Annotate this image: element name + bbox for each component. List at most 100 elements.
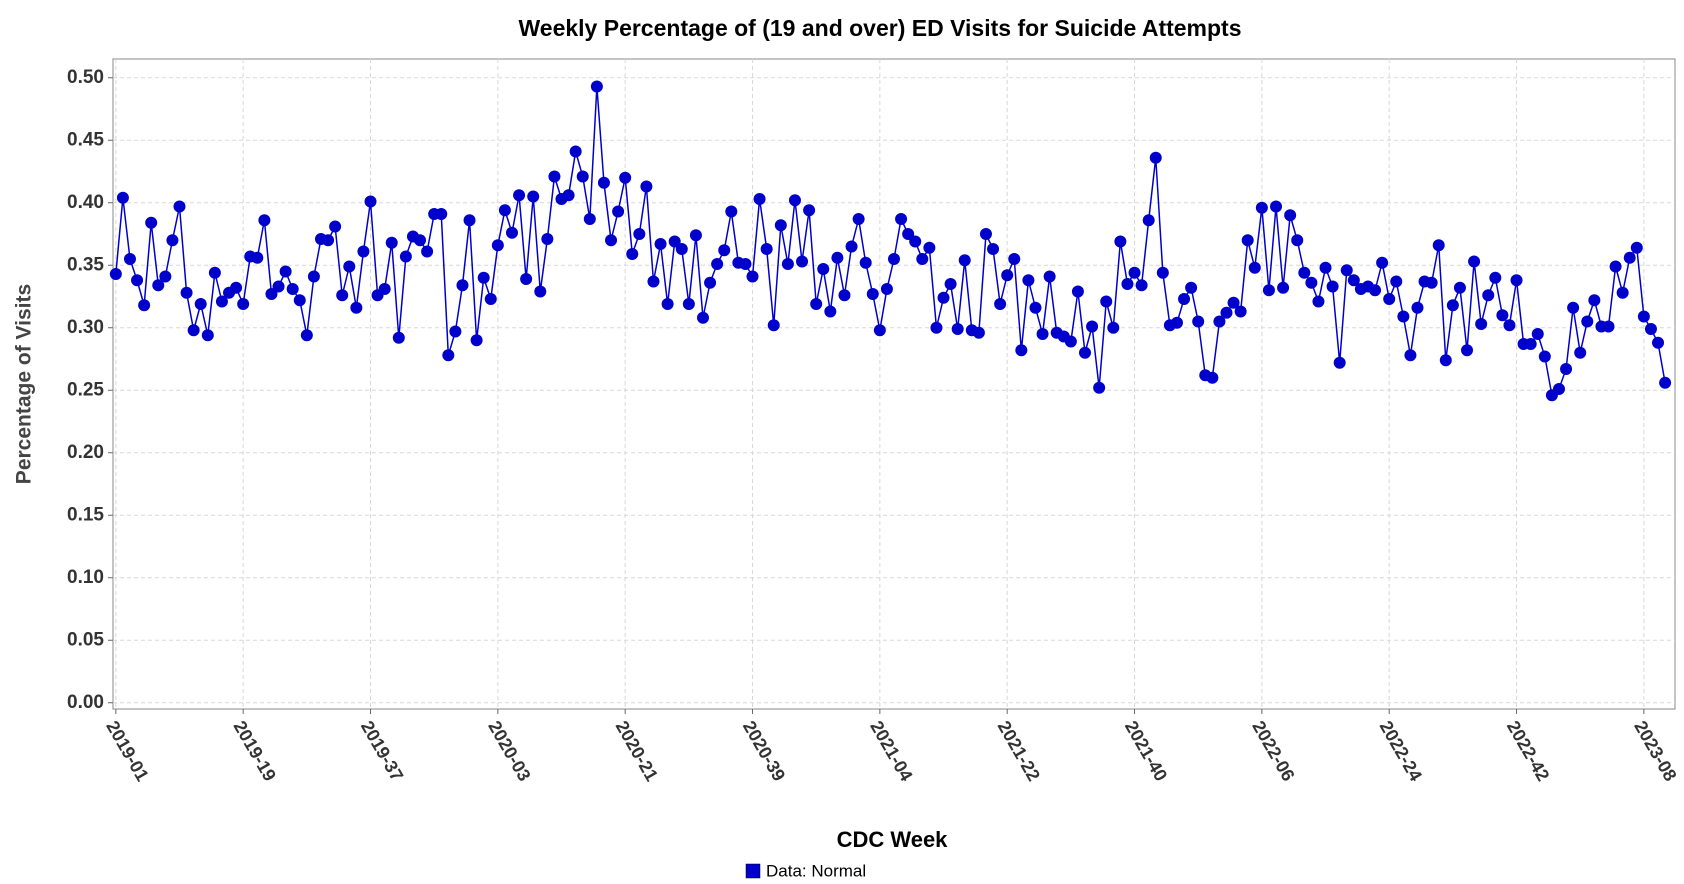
data-point — [1213, 315, 1226, 328]
data-point — [286, 283, 299, 295]
y-tick-label: 0.20 — [67, 442, 104, 463]
x-tick-label: 2021-40 — [1121, 717, 1171, 784]
data-point — [1552, 383, 1565, 395]
data-point — [739, 258, 752, 270]
data-point — [626, 248, 639, 260]
data-point — [1376, 256, 1389, 269]
data-point — [1192, 315, 1205, 328]
data-point — [1291, 234, 1304, 247]
data-point — [873, 324, 886, 337]
data-point — [902, 228, 915, 240]
data-point — [605, 234, 618, 247]
data-point — [279, 265, 292, 278]
x-tick-label: 2020-39 — [739, 717, 789, 784]
data-point — [753, 193, 766, 205]
data-point — [399, 250, 412, 263]
data-point — [597, 176, 610, 189]
data-point — [619, 171, 632, 184]
data-point — [1298, 266, 1311, 279]
data-point — [1270, 200, 1283, 213]
data-point — [1178, 293, 1191, 305]
data-point — [456, 279, 469, 292]
data-point — [1475, 318, 1488, 330]
data-point — [1227, 296, 1240, 309]
data-point — [1453, 281, 1466, 294]
data-point — [208, 266, 221, 279]
data-point — [322, 234, 335, 247]
data-point — [251, 251, 264, 264]
data-point — [930, 321, 943, 334]
y-tick-label: 0.15 — [67, 504, 104, 525]
data-point — [1262, 284, 1275, 297]
data-point — [704, 276, 717, 289]
data-point — [1637, 310, 1650, 323]
data-point — [1496, 309, 1509, 322]
data-point — [1340, 264, 1353, 277]
data-point — [1107, 321, 1120, 334]
data-point — [1312, 295, 1325, 308]
data-point — [583, 213, 596, 225]
data-point — [654, 238, 667, 250]
x-tick-label: 2019-19 — [230, 717, 280, 784]
data-point — [810, 298, 823, 310]
data-point — [1482, 289, 1495, 302]
y-tick-label: 0.30 — [67, 317, 104, 338]
data-point — [1093, 381, 1106, 394]
legend-label: Data: Normal — [766, 861, 866, 880]
data-point — [831, 251, 844, 264]
data-point — [173, 200, 186, 213]
data-point — [1531, 328, 1544, 340]
data-point — [1086, 320, 1099, 333]
data-point — [1121, 278, 1134, 290]
data-point — [449, 325, 462, 338]
data-point — [138, 299, 151, 312]
data-point — [1538, 350, 1551, 363]
x-tick-label: 2019-01 — [102, 717, 152, 784]
data-point — [1659, 376, 1672, 389]
data-point — [944, 278, 957, 290]
data-point — [1305, 276, 1318, 289]
data-point — [1015, 344, 1028, 357]
data-point — [1319, 261, 1332, 274]
data-point — [923, 241, 936, 254]
data-point — [817, 263, 830, 275]
data-point — [1114, 235, 1127, 248]
y-tick-label: 0.35 — [67, 254, 104, 275]
data-point — [131, 274, 144, 287]
data-point — [612, 205, 625, 218]
y-tick-label: 0.00 — [67, 692, 104, 713]
data-point — [845, 240, 858, 253]
data-point — [909, 235, 922, 248]
data-point — [689, 229, 702, 242]
data-point — [300, 329, 313, 342]
x-tick-label: 2021-04 — [866, 717, 916, 784]
data-point — [668, 235, 681, 248]
data-point — [1461, 344, 1474, 357]
data-point — [888, 253, 900, 265]
y-tick-label: 0.25 — [67, 379, 104, 400]
y-tick-label: 0.05 — [67, 629, 104, 650]
x-tick-label: 2019-37 — [357, 717, 407, 784]
plot-area — [112, 58, 1676, 710]
data-point — [201, 329, 214, 342]
data-point — [1170, 316, 1183, 329]
data-point — [725, 205, 738, 218]
data-point — [484, 293, 497, 305]
data-point — [1644, 323, 1657, 335]
data-point — [880, 283, 893, 295]
data-point — [1001, 269, 1014, 282]
data-point — [265, 288, 278, 300]
data-point — [215, 295, 228, 308]
data-point — [470, 334, 483, 347]
data-point — [788, 194, 801, 207]
data-point — [520, 273, 533, 285]
data-point — [435, 208, 448, 220]
data-point — [796, 255, 809, 268]
data-point — [647, 275, 660, 288]
data-point — [937, 291, 950, 304]
data-point — [1588, 294, 1601, 307]
data-point — [866, 288, 879, 300]
data-point — [1390, 275, 1403, 288]
data-point — [1100, 295, 1113, 308]
data-point — [541, 233, 554, 245]
